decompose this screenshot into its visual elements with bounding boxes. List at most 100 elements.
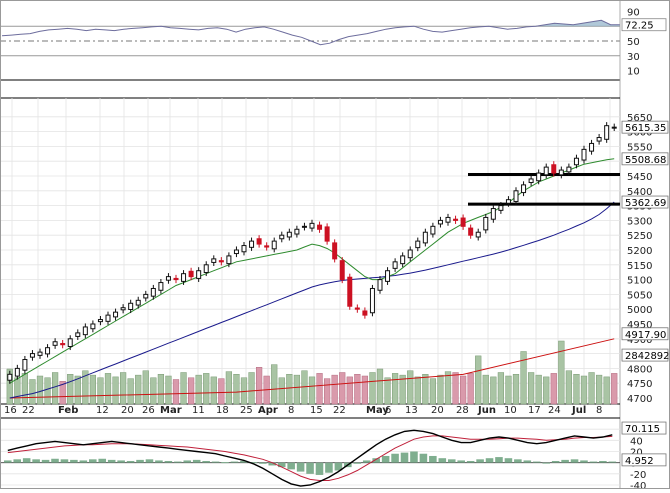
macd-histogram-bar [98, 458, 107, 463]
macd-histogram-bar [192, 459, 201, 463]
candle-body [573, 157, 579, 166]
volume-bar [97, 377, 104, 405]
macd-histogram-bar [277, 462, 286, 468]
volume-ma-value-label: 4917.90 [625, 330, 666, 341]
sma200-value-label: 5362.69 [625, 198, 666, 209]
candle-body [135, 299, 141, 306]
candle-body [498, 205, 504, 211]
x-tick-label: Mar [160, 405, 182, 416]
volume-bar [429, 378, 437, 405]
candle-body [536, 172, 542, 182]
candle-body [143, 293, 149, 299]
macd-histogram-bar [145, 459, 154, 463]
candle-body [445, 216, 451, 223]
candle-body [581, 148, 587, 161]
candle-body [158, 282, 164, 291]
sma-50-line [9, 158, 615, 384]
volume-bar [565, 370, 573, 405]
price-tick-label: 5450 [627, 172, 652, 183]
volume-bar [293, 374, 301, 405]
candle-body [589, 142, 595, 152]
candle-body [165, 276, 171, 281]
candle-body [558, 169, 564, 176]
macd-tick-label: 40 [630, 436, 643, 447]
candle-body [37, 351, 43, 356]
volume-bar [195, 374, 202, 405]
volume-bar [399, 374, 406, 405]
candle-body [271, 240, 277, 250]
x-tick-label: 25 [240, 405, 253, 416]
sma50-value-badge [621, 152, 669, 166]
macd-histogram-bar [211, 461, 220, 463]
macd-histogram-bar [466, 460, 475, 463]
price-tick-label: 4900 [627, 335, 652, 346]
candle-body [521, 184, 527, 194]
price-tick-label: 4950 [627, 320, 652, 331]
rsi-line [1, 19, 620, 46]
candle-body [400, 255, 406, 265]
candle-body [218, 260, 224, 263]
candle-body [173, 277, 179, 281]
volume-bar [142, 370, 149, 405]
volume-bar [104, 373, 112, 405]
x-tick-label: May [366, 405, 389, 416]
macd-histogram-bar [4, 460, 12, 463]
candle-body [347, 276, 353, 307]
macd-histogram-bar [221, 462, 229, 464]
x-tick-label: 20 [431, 405, 444, 416]
macd-histogram-bar [268, 462, 277, 466]
price-tick-label: 5550 [627, 142, 652, 153]
macd-histogram-bar [457, 460, 465, 463]
candle-body [566, 166, 572, 173]
volume-bar [407, 370, 414, 405]
sma-200-line [9, 201, 615, 399]
volume-bar [157, 374, 165, 405]
price-tick-label: 4700 [627, 394, 652, 405]
x-tick-label: 8 [596, 405, 602, 416]
macd-histogram-bar [13, 459, 22, 463]
macd-histogram-bar [60, 459, 69, 463]
macd-histogram-bar [447, 459, 456, 463]
candle-body [249, 240, 255, 248]
volume-bar [611, 373, 618, 405]
macd-histogram-bar [107, 459, 116, 463]
volume-bar [59, 381, 66, 405]
volume-bar [482, 374, 489, 405]
macd-histogram-bar [89, 459, 97, 463]
macd-histogram-bar [126, 460, 135, 463]
candle-body [301, 225, 307, 228]
candle-body [294, 228, 300, 235]
volume-bar [595, 374, 603, 405]
macd-histogram-bar [155, 460, 163, 463]
x-tick-label: 24 [548, 405, 561, 416]
volume-bar [384, 377, 391, 405]
candle-body [211, 258, 217, 263]
x-tick-label: Jul [571, 405, 586, 416]
volume-bar [422, 374, 429, 405]
volume-bar [580, 375, 588, 405]
volume-bar [588, 372, 595, 405]
candle-body [14, 367, 20, 377]
last-price-label: 5615.35 [625, 123, 666, 134]
candle-body [241, 245, 247, 253]
candle-body [460, 217, 466, 227]
candle-body [309, 222, 315, 229]
macd-histogram-bar [41, 459, 50, 463]
volume-bar [135, 374, 142, 405]
macd-histogram-bar [117, 460, 125, 463]
volume-bar [112, 376, 119, 405]
rsi-overbought-fill [2, 20, 620, 27]
volume-bar [210, 376, 217, 405]
candle-body [604, 125, 610, 140]
macd-histogram-bar [504, 458, 513, 463]
volume-bar [180, 372, 187, 405]
macd-histogram-bar [164, 460, 173, 463]
x-tick-label: 26 [142, 405, 155, 416]
candle-body [203, 264, 209, 273]
macd-histogram-bar [70, 459, 78, 463]
macd-signal-line [7, 435, 613, 481]
price-tick-label: 5100 [627, 276, 652, 287]
candle-body [233, 249, 239, 255]
macd-histogram-bar [22, 458, 31, 463]
sma200-value-badge [621, 195, 669, 209]
